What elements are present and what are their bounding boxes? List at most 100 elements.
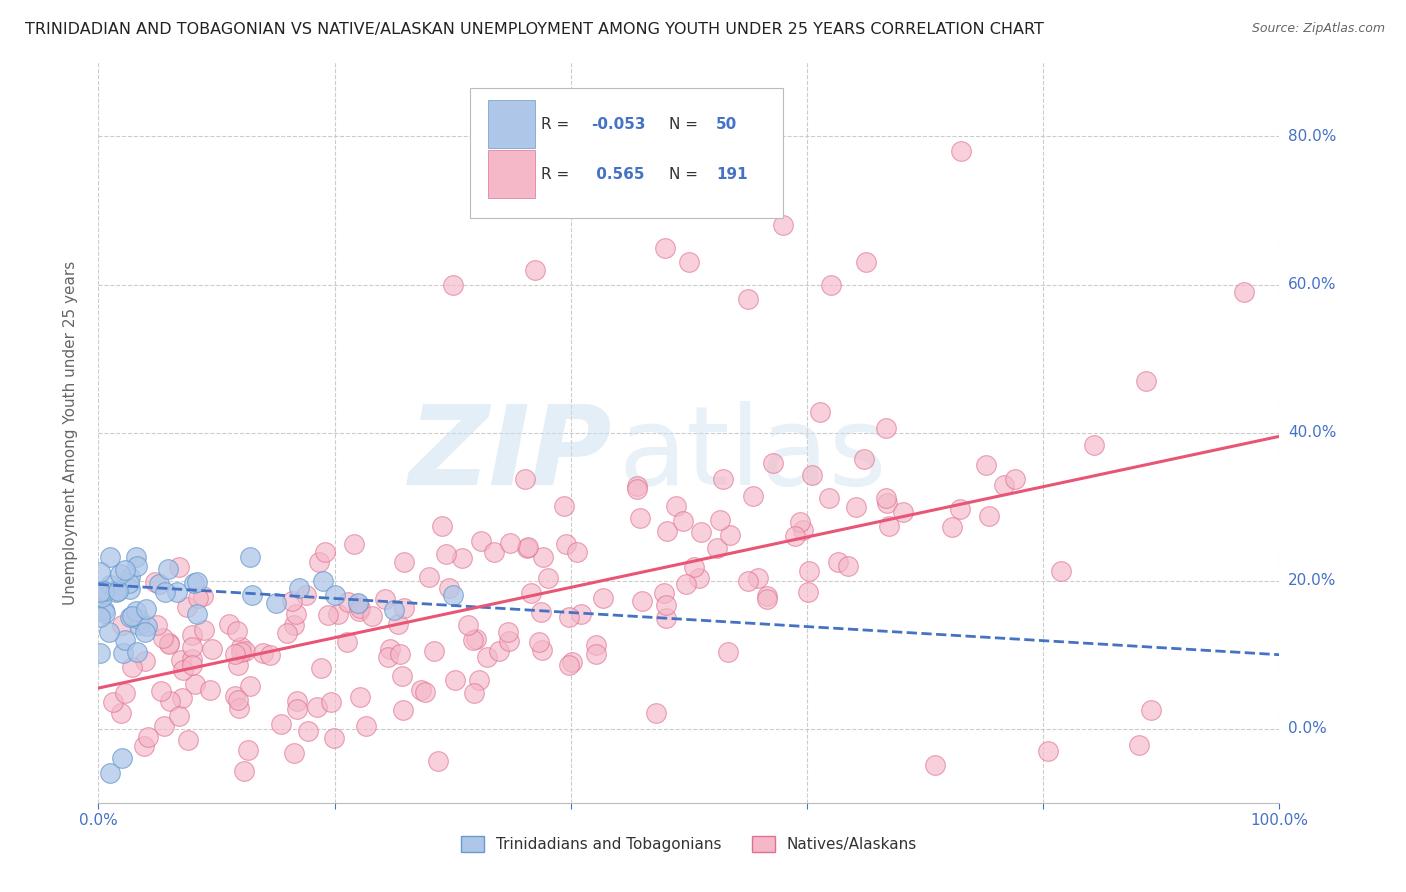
Point (1050, 565, 1073, 579)
Point (499, 536, 522, 550)
Point (682, 560, 704, 574)
Point (336, 595, 359, 609)
Point (270, 717, 292, 731)
Point (461, 633, 484, 648)
Text: 40.0%: 40.0% (1288, 425, 1336, 440)
Point (1233, 285, 1256, 299)
Point (170, 691, 193, 706)
Text: atlas: atlas (619, 401, 887, 508)
Text: TRINIDADIAN AND TOBAGONIAN VS NATIVE/ALASKAN UNEMPLOYMENT AMONG YOUTH UNDER 25 Y: TRINIDADIAN AND TOBAGONIAN VS NATIVE/ALA… (25, 22, 1045, 37)
Point (285, 607, 308, 622)
Point (789, 516, 811, 530)
Point (1140, 703, 1163, 717)
Point (125, 644, 148, 658)
Point (530, 605, 553, 619)
Point (993, 477, 1015, 491)
Point (239, 679, 262, 693)
Point (283, 747, 305, 761)
Point (128, 617, 150, 632)
Point (118, 570, 141, 584)
Point (388, 648, 411, 662)
Point (229, 640, 252, 654)
Point (354, 719, 377, 733)
Point (181, 657, 204, 672)
Point (737, 574, 759, 589)
Point (98, 578, 121, 592)
Point (181, 652, 204, 666)
Point (89, 609, 111, 624)
Text: R =: R = (541, 167, 575, 182)
Text: 50: 50 (716, 117, 737, 132)
Point (121, 659, 143, 673)
Point (328, 607, 350, 621)
Point (157, 637, 180, 651)
Point (630, 593, 652, 607)
Point (118, 582, 141, 596)
Point (797, 564, 820, 578)
Point (852, 452, 875, 467)
Point (531, 643, 554, 657)
Point (112, 646, 135, 660)
Point (747, 571, 769, 585)
Point (475, 649, 498, 664)
Point (94, 607, 117, 621)
Point (488, 643, 510, 657)
Point (308, 555, 330, 569)
Point (191, 589, 214, 603)
Point (374, 591, 396, 606)
Point (114, 685, 136, 699)
Point (565, 545, 588, 559)
Point (762, 456, 785, 470)
Point (225, 624, 247, 638)
Point (183, 677, 205, 691)
Point (128, 612, 150, 626)
Point (111, 618, 134, 632)
Point (101, 695, 124, 709)
Point (585, 638, 607, 652)
Point (801, 468, 824, 483)
Point (391, 669, 413, 683)
Point (125, 549, 148, 564)
Point (977, 509, 1000, 524)
Point (392, 601, 415, 615)
Point (654, 240, 676, 255)
Point (645, 706, 668, 721)
Point (200, 682, 222, 697)
Point (718, 528, 741, 542)
Point (378, 641, 401, 656)
Point (377, 649, 399, 664)
Point (349, 690, 371, 704)
Point (875, 491, 897, 505)
Point (347, 604, 370, 618)
Point (517, 540, 540, 554)
Point (520, 586, 543, 600)
Point (626, 478, 648, 492)
Point (360, 609, 382, 624)
Point (717, 645, 740, 659)
Point (875, 421, 897, 435)
Point (792, 523, 814, 537)
Text: R =: R = (541, 117, 575, 132)
Point (423, 644, 446, 658)
Point (1128, 738, 1150, 752)
Point (305, 700, 328, 714)
Point (125, 604, 148, 618)
Point (156, 562, 179, 576)
Point (470, 534, 492, 549)
Point (441, 277, 464, 292)
Point (437, 581, 460, 595)
Point (924, 758, 946, 772)
Point (153, 585, 176, 599)
Text: 0.565: 0.565 (591, 167, 644, 182)
Point (413, 685, 436, 699)
Point (93, 584, 115, 599)
Point (382, 603, 405, 617)
Point (228, 693, 250, 707)
Point (232, 764, 254, 779)
Point (347, 598, 370, 612)
Point (655, 598, 678, 612)
Point (571, 607, 593, 621)
Point (218, 617, 240, 632)
Point (316, 608, 339, 623)
Point (181, 640, 204, 654)
